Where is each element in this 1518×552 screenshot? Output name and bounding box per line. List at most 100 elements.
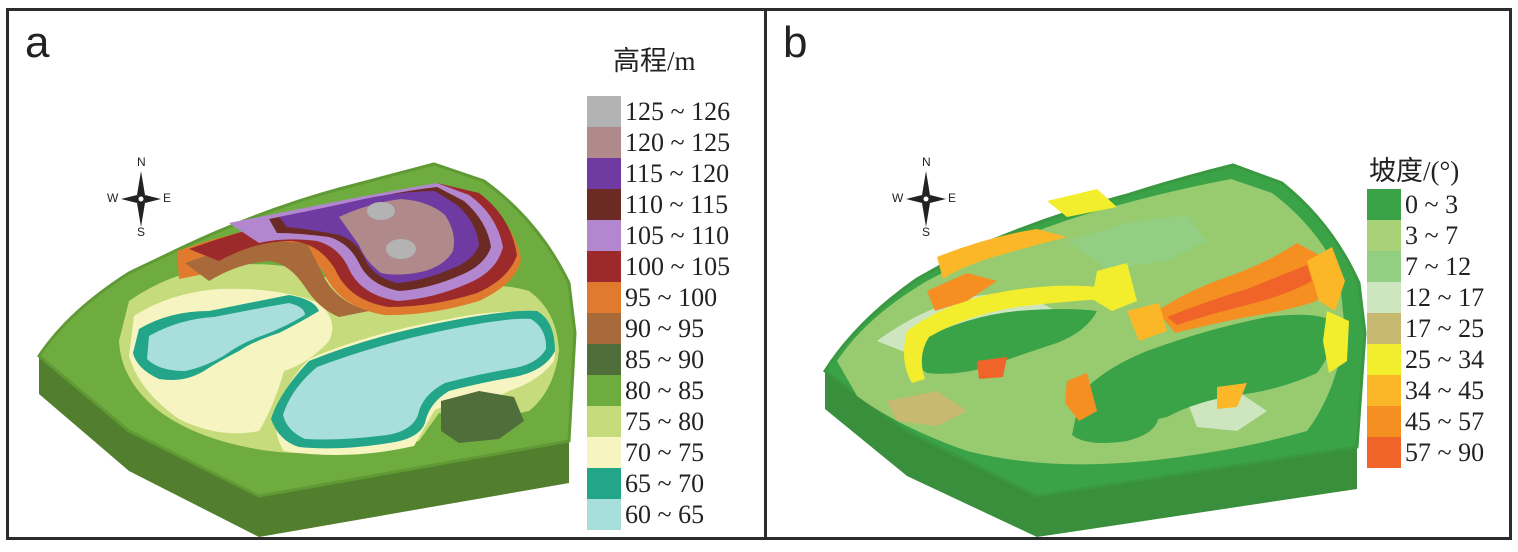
legend-row: 60 ~ 65 [587, 499, 704, 530]
legend-swatch [587, 251, 621, 282]
legend-row: 7 ~ 12 [1367, 251, 1471, 282]
legend-swatch [1367, 251, 1401, 282]
slope-band-25-34 [1323, 311, 1349, 373]
terrain-side-wall [825, 371, 1357, 537]
legend-row: 90 ~ 95 [587, 313, 704, 344]
elevation-band-85-90 [441, 391, 524, 443]
slope-band-34-45 [937, 229, 1067, 279]
legend-label: 90 ~ 95 [625, 313, 705, 343]
legend-swatch [1367, 437, 1401, 468]
legend-swatch [587, 96, 621, 127]
legend-label: 125 ~ 126 [625, 96, 731, 126]
compass-rose-icon [121, 171, 161, 227]
legend-swatch [1367, 375, 1401, 406]
legend-label: 45 ~ 57 [1405, 406, 1485, 436]
compass-e: E [163, 191, 172, 205]
legend-swatch [1367, 406, 1401, 437]
legend-row: 95 ~ 100 [587, 282, 717, 313]
legend-label: 3 ~ 7 [1405, 220, 1459, 250]
legend-row: 120 ~ 125 [587, 127, 730, 158]
elevation-band-120-125 [339, 199, 454, 275]
legend-row: 0 ~ 3 [1367, 189, 1458, 220]
compass-n: N [922, 155, 931, 169]
legend-label: 75 ~ 80 [625, 406, 705, 436]
slope-band-25-34 [1047, 189, 1117, 217]
slope-band-45-57 [1065, 373, 1097, 421]
legend-swatch [587, 313, 621, 344]
panel-label: b [783, 18, 808, 67]
slope-band-7-12 [1067, 215, 1207, 269]
legend-label: 115 ~ 120 [625, 158, 730, 188]
elevation-peak-125-126 [386, 239, 416, 259]
legend-title: 坡度/(°) [1369, 156, 1460, 186]
slope-band-34-45 [1307, 247, 1345, 311]
legend-label: 95 ~ 100 [625, 282, 718, 312]
legend-label: 7 ~ 12 [1405, 251, 1472, 281]
slope-band-0-3 [913, 309, 1097, 374]
legend-swatch [1367, 313, 1401, 344]
legend-label: 60 ~ 65 [625, 499, 705, 529]
elevation-band-90-95 [185, 241, 369, 317]
legend-row: 80 ~ 85 [587, 375, 704, 406]
legend-swatch [587, 282, 621, 313]
legend-swatch [587, 499, 621, 530]
legend-label: 120 ~ 125 [625, 127, 731, 157]
slope-band-25-34 [903, 285, 1105, 383]
legend-label: 12 ~ 17 [1405, 282, 1485, 312]
legend-label: 105 ~ 110 [625, 220, 730, 250]
legend-row: 85 ~ 90 [587, 344, 704, 375]
legend-swatch [1367, 344, 1401, 375]
panel-label: a [25, 18, 50, 67]
legend-label: 100 ~ 105 [625, 251, 731, 281]
legend-swatch [587, 406, 621, 437]
elevation-map-panel: a N S E W 高程/m 125 ~ 126 120 ~ 125 115 ~ 1… [6, 8, 770, 540]
terrain-side-wall [39, 356, 569, 537]
legend-swatch [587, 468, 621, 499]
compass-n: N [137, 155, 146, 169]
legend-label: 80 ~ 85 [625, 375, 705, 405]
slope-band-57-90 [1167, 265, 1312, 325]
legend-row: 110 ~ 115 [587, 189, 728, 220]
compass-w: W [107, 191, 119, 205]
legend-swatch [1367, 189, 1401, 220]
slope-band-25-34 [1092, 263, 1137, 311]
north-arrow: N S E W [97, 155, 187, 239]
legend-swatch [1367, 282, 1401, 313]
legend-swatch [1367, 220, 1401, 251]
elevation-band-60-65 [147, 303, 305, 371]
slope-band-0-3 [1080, 314, 1334, 425]
legend-swatch [587, 220, 621, 251]
legend-row: 65 ~ 70 [587, 468, 704, 499]
north-arrow: N S E W [882, 155, 972, 239]
legend-swatch [587, 158, 621, 189]
legend-row: 75 ~ 80 [587, 406, 704, 437]
slope-band-57-90 [977, 357, 1007, 379]
legend-row: 57 ~ 90 [1367, 437, 1484, 468]
slope-map [822, 163, 1367, 537]
compass-e: E [948, 191, 957, 205]
legend-row: 25 ~ 34 [1367, 344, 1484, 375]
legend-label: 0 ~ 3 [1405, 189, 1459, 219]
elevation-map [37, 162, 577, 537]
legend-row: 115 ~ 120 [587, 158, 729, 189]
legend-row: 70 ~ 75 [587, 437, 704, 468]
legend-row: 12 ~ 17 [1367, 282, 1484, 313]
legend-row: 3 ~ 7 [1367, 220, 1458, 251]
legend-row: 45 ~ 57 [1367, 406, 1484, 437]
slope-band-45-57 [927, 273, 997, 311]
legend-row: 100 ~ 105 [587, 251, 730, 282]
legend-swatch [587, 437, 621, 468]
legend-swatch [587, 127, 621, 158]
legend-swatch [587, 375, 621, 406]
legend-label: 25 ~ 34 [1405, 344, 1485, 374]
legend-label: 85 ~ 90 [625, 344, 705, 374]
legend-label: 65 ~ 70 [625, 468, 705, 498]
legend-row: 105 ~ 110 [587, 220, 729, 251]
elevation-peak-125-126 [367, 202, 395, 220]
legend-label: 34 ~ 45 [1405, 375, 1485, 405]
legend-title: 高程/m [613, 46, 696, 76]
legend-row: 17 ~ 25 [1367, 313, 1484, 344]
slope-band-17-25 [887, 391, 967, 426]
